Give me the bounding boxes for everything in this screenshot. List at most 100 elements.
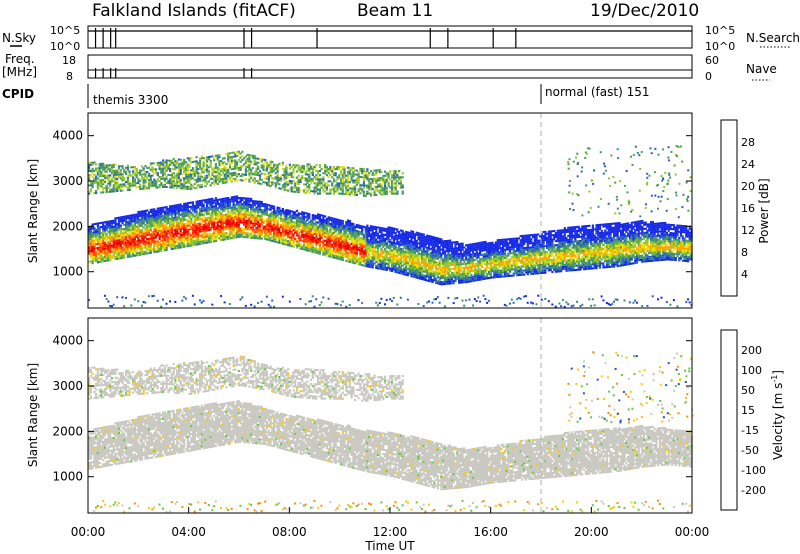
heatmap-cell: [380, 261, 383, 264]
heatmap-cell: [352, 253, 355, 256]
heatmap-cell: [295, 182, 299, 185]
heatmap-cell: [223, 207, 226, 210]
heatmap-cell: [221, 202, 225, 205]
heatmap-cell: [355, 179, 358, 182]
heatmap-cell: [310, 236, 313, 239]
heatmap-cell: [156, 299, 159, 302]
heatmap-cell: [214, 229, 217, 232]
heatmap-cell: [276, 180, 279, 183]
heatmap-cell: [276, 220, 279, 223]
heatmap-cell: [389, 269, 392, 272]
heatmap-cell: [89, 188, 92, 191]
heatmap-cell: [133, 236, 136, 239]
heatmap-cell: [253, 208, 256, 211]
heatmap-cell: [336, 255, 339, 258]
heatmap-cell: [237, 217, 240, 220]
heatmap-cell: [102, 223, 105, 226]
heatmap-cell: [317, 172, 320, 175]
heatmap-cell: [354, 169, 357, 172]
heatmap-cell: [183, 225, 186, 228]
heatmap-cell: [288, 180, 291, 183]
heatmap-cell: [89, 161, 92, 164]
heatmap-cell: [172, 180, 175, 183]
heatmap-cell: [102, 168, 105, 171]
heatmap-cell: [354, 237, 357, 240]
heatmap-cell: [169, 180, 172, 183]
heatmap-cell: [200, 201, 203, 204]
heatmap-cell: [361, 239, 364, 242]
heatmap-cell: [133, 219, 136, 222]
heatmap-cell: [271, 219, 274, 222]
heatmap-cell: [234, 173, 237, 176]
date-label: 19/Dec/2010: [590, 1, 699, 21]
heatmap-cell: [156, 215, 159, 218]
heatmap-cell: [123, 217, 126, 220]
heatmap-cell: [103, 231, 107, 234]
heatmap-cell: [262, 209, 265, 212]
heatmap-cell: [264, 231, 267, 234]
heatmap-cell: [197, 172, 200, 175]
heatmap-cell: [306, 249, 309, 252]
heatmap-cell: [262, 158, 265, 161]
heatmap-cell: [239, 201, 242, 204]
heatmap-cell: [227, 203, 230, 206]
heatmap-cell: [382, 237, 385, 240]
heatmap-cell: [139, 235, 142, 238]
heatmap-cell: [285, 211, 288, 214]
heatmap-cell: [359, 243, 362, 246]
heatmap-cell: [318, 250, 321, 253]
heatmap-cell: [147, 239, 151, 242]
heatmap-cell: [246, 153, 249, 156]
heatmap-cell: [345, 184, 348, 187]
heatmap-cell: [288, 240, 291, 243]
heatmap-cell: [317, 233, 320, 236]
heatmap-cell: [153, 243, 156, 246]
heatmap-cell: [311, 165, 314, 168]
heatmap-cell: [132, 246, 135, 249]
heatmap-cell: [288, 224, 291, 227]
heatmap-cell: [347, 235, 350, 238]
heatmap-cell: [385, 246, 388, 249]
heatmap-cell: [258, 204, 262, 207]
heatmap-cell: [98, 175, 101, 178]
heatmap-cell: [398, 233, 401, 236]
heatmap-cell: [223, 226, 226, 229]
heatmap-cell: [135, 246, 138, 249]
heatmap-cell: [204, 241, 207, 244]
heatmap-cell: [107, 182, 110, 185]
heatmap-cell: [389, 259, 392, 262]
heatmap-cell: [339, 170, 343, 173]
heatmap-cell: [384, 185, 387, 188]
heatmap-cell: [354, 247, 357, 250]
heatmap-cell: [324, 166, 327, 169]
heatmap-cell: [167, 228, 170, 231]
heatmap-cell: [253, 202, 256, 205]
heatmap-cell: [387, 246, 390, 249]
heatmap-cell: [160, 207, 163, 210]
heatmap-cell: [184, 171, 188, 174]
heatmap-cell: [364, 236, 367, 239]
heatmap-cell: [375, 246, 378, 249]
heatmap-cell: [183, 163, 186, 166]
heatmap-cell: [202, 228, 205, 231]
heatmap-cell: [343, 172, 346, 175]
heatmap-cell: [100, 185, 103, 188]
heatmap-cell: [162, 167, 165, 170]
heatmap-cell: [325, 230, 328, 233]
heatmap-cell: [304, 191, 307, 194]
heatmap-cell: [378, 241, 381, 244]
heatmap-cell: [262, 168, 265, 171]
heatmap-cell: [408, 244, 411, 247]
heatmap-cell: [234, 214, 237, 217]
heatmap-cell: [297, 226, 300, 229]
heatmap-cell: [322, 190, 325, 193]
heatmap-cell: [218, 168, 221, 171]
heatmap-cell: [174, 226, 177, 229]
heatmap-cell: [295, 230, 299, 233]
heatmap-cell: [121, 296, 124, 299]
heatmap-cell: [170, 176, 173, 179]
heatmap-cell: [301, 247, 304, 250]
heatmap-cell: [184, 202, 188, 205]
heatmap-cell: [331, 168, 334, 171]
heatmap-cell: [274, 210, 277, 213]
